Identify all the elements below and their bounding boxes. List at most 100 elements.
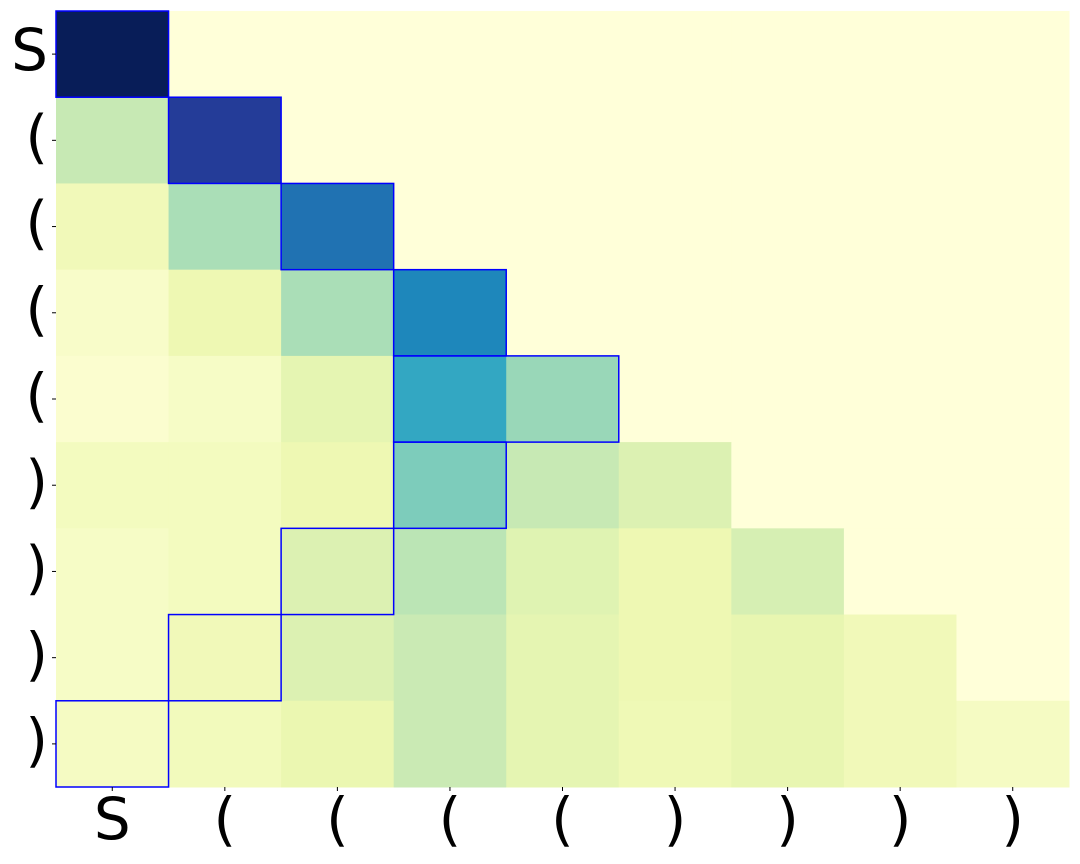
heat-cell: [506, 97, 620, 184]
heat-cell: [843, 97, 957, 184]
heat-cell: [618, 700, 732, 788]
heat-cell: [393, 614, 507, 702]
heat-cell: [956, 700, 1070, 788]
heat-cell: [393, 11, 507, 98]
heat-cell: [168, 700, 282, 788]
heat-cell: [281, 97, 395, 184]
heat-cell: [281, 355, 395, 443]
x-tick-label: ): [1001, 785, 1024, 853]
heat-cell: [281, 11, 395, 98]
heat-cell: [956, 183, 1070, 271]
heat-cell: [506, 614, 620, 702]
highlight-box: [392, 441, 507, 530]
heat-cell: [393, 355, 507, 443]
heat-cell: [393, 442, 507, 529]
heat-cell: [281, 614, 395, 702]
highlight-box: [167, 613, 282, 702]
x-tick-label: ): [664, 785, 687, 853]
heat-cell: [618, 528, 732, 616]
heat-cell: [731, 11, 845, 98]
heat-cell: [56, 442, 170, 529]
heat-cell: [506, 528, 620, 616]
y-tick-label: ): [25, 706, 48, 774]
heat-cell: [56, 97, 170, 184]
heat-cell: [168, 97, 282, 184]
heat-cell: [956, 269, 1070, 357]
heat-cell: [618, 97, 732, 184]
x-tick-label: ): [776, 785, 799, 853]
heat-cell: [843, 528, 957, 616]
heat-cell: [168, 442, 282, 529]
heat-cell: [281, 528, 395, 616]
heat-cell: [956, 97, 1070, 184]
heat-cell: [843, 614, 957, 702]
heat-cell: [281, 183, 395, 271]
heat-cell: [731, 183, 845, 271]
heat-cell: [956, 528, 1070, 616]
heat-cell: [393, 97, 507, 184]
heat-cell: [393, 183, 507, 271]
heat-cell: [843, 183, 957, 271]
heat-cell: [506, 269, 620, 357]
heat-cell: [843, 700, 957, 788]
heat-cell: [956, 355, 1070, 443]
heat-cell: [731, 269, 845, 357]
y-tick-label: ): [25, 620, 48, 688]
x-tick-label: (: [326, 785, 349, 853]
heat-cell: [843, 11, 957, 98]
y-tick-label: ): [25, 447, 48, 515]
x-tick-label: (: [551, 785, 574, 853]
heat-cell: [618, 355, 732, 443]
heat-cell: [731, 700, 845, 788]
heat-cell: [168, 355, 282, 443]
heat-cell: [731, 528, 845, 616]
heat-cell: [843, 355, 957, 443]
heat-cell: [731, 355, 845, 443]
heat-cell: [618, 442, 732, 529]
heat-cell: [281, 442, 395, 529]
heat-cell: [56, 11, 170, 98]
heat-cell: [506, 442, 620, 529]
heat-cell: [956, 11, 1070, 98]
heat-cell: [393, 528, 507, 616]
heat-cell: [56, 528, 170, 616]
heat-cell: [956, 614, 1070, 702]
heat-cell: [56, 700, 170, 788]
x-tick-label: (: [439, 785, 462, 853]
heat-cell: [281, 700, 395, 788]
heat-cell: [731, 614, 845, 702]
heat-cell: [618, 183, 732, 271]
y-tick-label: ): [25, 534, 48, 602]
heat-cell: [56, 269, 170, 357]
heat-cell: [731, 442, 845, 529]
heat-cell: [168, 183, 282, 271]
heat-cell: [168, 269, 282, 357]
heat-cell: [956, 442, 1070, 529]
heat-cell: [618, 614, 732, 702]
heat-cell: [56, 183, 170, 271]
heat-cell: [281, 269, 395, 357]
heat-cell: [506, 183, 620, 271]
heat-cell: [168, 614, 282, 702]
heat-cell: [506, 11, 620, 98]
x-tick-label: ): [889, 785, 912, 853]
x-tick-label: (: [214, 785, 237, 853]
heat-cell: [618, 269, 732, 357]
heat-cell: [843, 442, 957, 529]
highlight-box: [280, 527, 395, 616]
heat-cell: [506, 700, 620, 788]
heat-cell: [168, 528, 282, 616]
heat-cell: [618, 11, 732, 98]
heat-cell: [56, 614, 170, 702]
x-tick-label: S: [94, 785, 131, 853]
highlight-box: [167, 96, 282, 185]
y-tick-label: (: [25, 361, 48, 429]
y-tick-label: (: [25, 275, 48, 343]
heat-cell: [393, 700, 507, 788]
highlight-box: [280, 182, 395, 271]
y-tick-label: S: [11, 16, 48, 84]
y-tick-label: (: [25, 189, 48, 257]
heat-cell: [56, 355, 170, 443]
